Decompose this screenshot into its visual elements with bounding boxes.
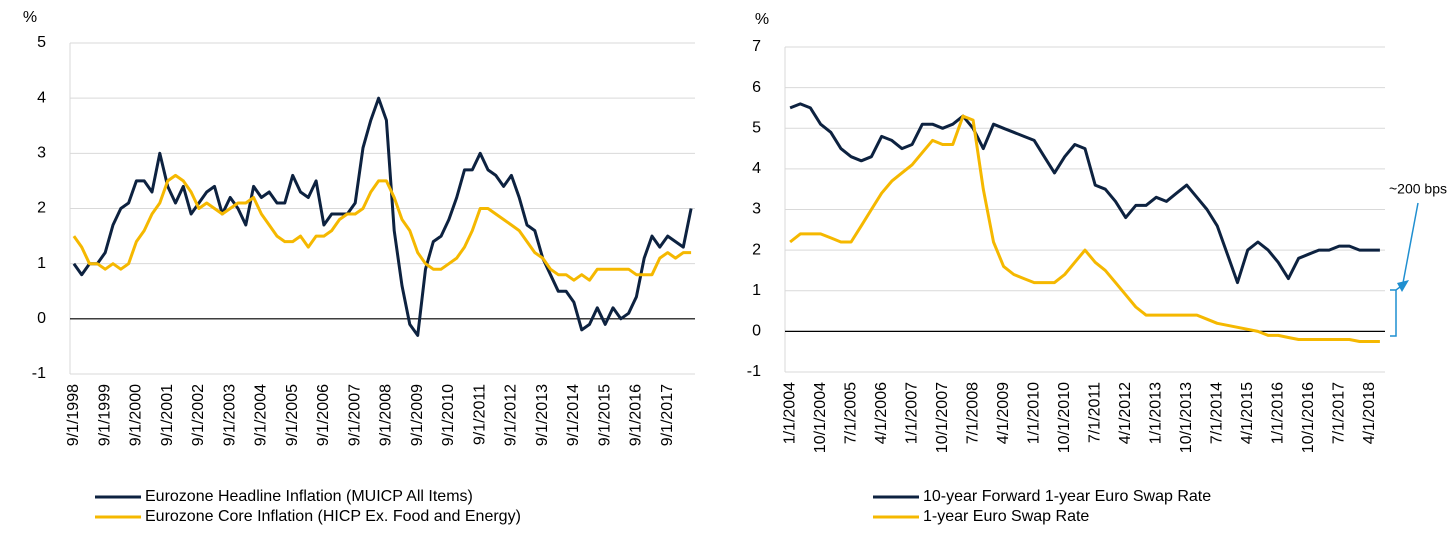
x-tick-label: 1/1/2013: [1147, 382, 1164, 444]
y-unit-label: %: [23, 9, 37, 26]
y-tick-label: 0: [752, 323, 761, 340]
legend-label: 10-year Forward 1-year Euro Swap Rate: [923, 488, 1211, 505]
x-tick-label: 9/1/2005: [284, 384, 301, 446]
x-tick-label: 10/1/2013: [1178, 382, 1195, 453]
y-tick-label: 3: [37, 145, 46, 162]
series-line: [789, 114, 1380, 343]
x-tick-label: 4/1/2012: [1117, 382, 1134, 444]
y-tick-label: -1: [32, 365, 46, 382]
y-tick-label: -1: [747, 363, 761, 380]
x-tick-label: 7/1/2005: [842, 382, 859, 444]
x-tick-label: 10/1/2010: [1056, 382, 1073, 453]
x-tick-label: 4/1/2009: [995, 382, 1012, 444]
x-tick-label: 4/1/2015: [1239, 382, 1256, 444]
legend-label: Eurozone Headline Inflation (MUICP All I…: [145, 488, 473, 505]
x-tick-label: 7/1/2017: [1330, 382, 1347, 444]
x-tick-label: 7/1/2011: [1086, 382, 1103, 443]
y-unit-label: %: [755, 11, 769, 28]
y-tick-label: 4: [37, 89, 46, 106]
x-tick-label: 9/1/2013: [534, 384, 551, 446]
y-tick-label: 2: [37, 200, 46, 217]
x-tick-label: 1/1/2007: [903, 382, 920, 444]
x-tick-label: 9/1/2001: [159, 384, 176, 446]
x-tick-label: 9/1/1999: [96, 384, 113, 446]
series-line: [72, 96, 693, 337]
y-tick-label: 1: [752, 282, 761, 299]
y-tick-label: 6: [752, 79, 761, 96]
x-tick-label: 9/1/2016: [628, 384, 645, 446]
y-tick-label: 5: [37, 34, 46, 51]
y-tick-label: 5: [752, 119, 761, 136]
arrow: [1402, 202, 1419, 284]
x-tick-label: 1/1/2010: [1025, 382, 1042, 444]
x-tick-label: 9/1/2009: [409, 384, 426, 446]
x-tick-label: 10/1/2004: [812, 382, 829, 453]
x-tick-label: 7/1/2008: [964, 382, 981, 444]
legend-label: 1-year Euro Swap Rate: [923, 508, 1089, 525]
x-tick-label: 9/1/2003: [221, 384, 238, 446]
x-tick-label: 10/1/2007: [934, 382, 951, 453]
x-tick-label: 9/1/2007: [346, 384, 363, 446]
legend-label: Eurozone Core Inflation (HICP Ex. Food a…: [145, 508, 521, 525]
x-tick-label: 9/1/2011: [471, 384, 488, 445]
x-tick-label: 9/1/2002: [190, 384, 207, 446]
x-tick-label: 4/1/2006: [873, 382, 890, 444]
x-tick-label: 9/1/2017: [659, 384, 676, 446]
x-tick-label: 10/1/2016: [1300, 382, 1317, 453]
x-tick-label: 9/1/2010: [440, 384, 457, 446]
x-tick-label: 4/1/2018: [1361, 382, 1378, 444]
x-tick-label: 9/1/2006: [315, 384, 332, 446]
x-tick-label: 7/1/2014: [1208, 382, 1225, 444]
series-line: [72, 173, 692, 282]
x-tick-label: 9/1/2014: [565, 384, 582, 446]
annotation: ~200 bps: [1389, 181, 1447, 197]
y-tick-label: 3: [752, 201, 761, 218]
y-tick-label: 2: [752, 241, 761, 258]
x-tick-label: 9/1/2015: [596, 384, 613, 446]
x-tick-label: 1/1/2016: [1269, 382, 1286, 444]
y-tick-label: 1: [37, 255, 46, 272]
x-tick-label: 1/1/2004: [781, 382, 798, 444]
x-tick-label: 9/1/1998: [65, 384, 82, 446]
arrow-head: [1397, 280, 1409, 292]
x-tick-label: 9/1/2008: [378, 384, 395, 446]
x-tick-label: 9/1/2000: [128, 384, 145, 446]
x-tick-label: 9/1/2004: [253, 384, 270, 446]
y-tick-label: 4: [752, 160, 761, 177]
y-tick-label: 7: [752, 38, 761, 55]
x-tick-label: 9/1/2012: [503, 384, 520, 446]
y-tick-label: 0: [37, 310, 46, 327]
bracket: [1390, 286, 1401, 337]
series-line: [789, 102, 1380, 285]
